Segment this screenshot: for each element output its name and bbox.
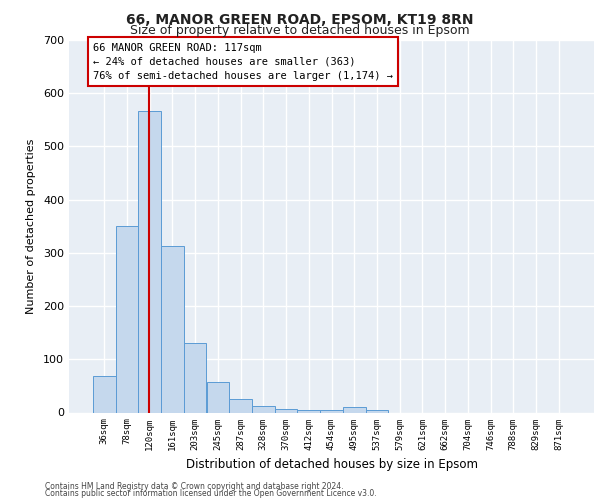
Bar [93,376,116,412]
Bar [298,410,320,412]
Bar [275,409,298,412]
Bar [343,407,365,412]
Bar [139,111,161,412]
Bar [116,226,139,412]
Text: Contains public sector information licensed under the Open Government Licence v3: Contains public sector information licen… [45,490,377,498]
Bar [206,382,229,412]
Text: 66 MANOR GREEN ROAD: 117sqm
← 24% of detached houses are smaller (363)
76% of se: 66 MANOR GREEN ROAD: 117sqm ← 24% of det… [93,42,393,80]
Text: 66, MANOR GREEN ROAD, EPSOM, KT19 8RN: 66, MANOR GREEN ROAD, EPSOM, KT19 8RN [126,12,474,26]
Bar [184,344,206,412]
Y-axis label: Number of detached properties: Number of detached properties [26,138,36,314]
Bar [161,246,184,412]
Bar [365,410,388,412]
Bar [320,410,343,412]
Text: Size of property relative to detached houses in Epsom: Size of property relative to detached ho… [130,24,470,37]
Bar [252,406,275,412]
Text: Contains HM Land Registry data © Crown copyright and database right 2024.: Contains HM Land Registry data © Crown c… [45,482,343,491]
Bar [229,399,252,412]
X-axis label: Distribution of detached houses by size in Epsom: Distribution of detached houses by size … [185,458,478,471]
